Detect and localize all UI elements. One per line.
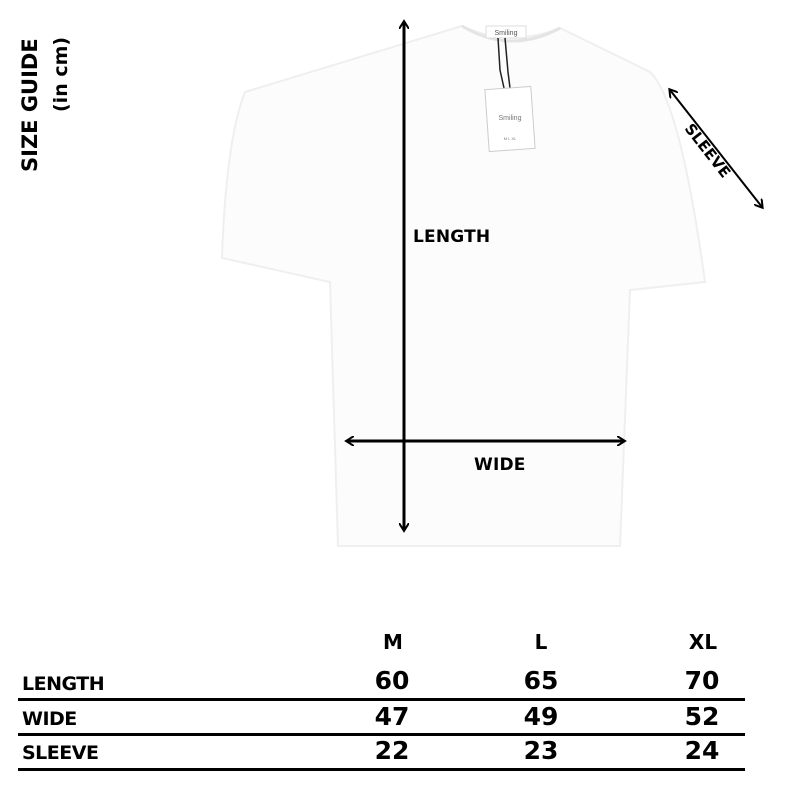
column-header-m: M [383, 630, 403, 654]
cell-sleeve-m: 22 [374, 736, 410, 765]
wide-label: WIDE [474, 455, 526, 475]
row-divider [18, 733, 745, 736]
neck-label [485, 25, 527, 39]
svg-text:Smiling: Smiling [499, 115, 522, 122]
cell-sleeve-xl: 24 [684, 736, 720, 765]
column-header-l: L [534, 630, 548, 654]
collar [461, 24, 561, 43]
cell-wide-m: 47 [374, 702, 410, 731]
row-divider [18, 698, 745, 701]
cell-wide-l: 49 [523, 702, 559, 731]
cell-sleeve-l: 23 [523, 736, 559, 765]
cell-length-m: 60 [374, 666, 410, 695]
cell-length-l: 65 [523, 666, 559, 695]
tshirt-diagram: Smiling Smiling M L XL [220, 0, 800, 547]
tshirt-shape [220, 24, 707, 547]
cell-length-xl: 70 [684, 666, 720, 695]
cell-wide-xl: 52 [684, 702, 720, 731]
row-divider [18, 768, 745, 771]
hang-tag-string [497, 37, 511, 89]
column-header-xl: XL [688, 630, 718, 654]
row-label-length: LENGTH [22, 673, 105, 695]
length-label: LENGTH [413, 227, 491, 247]
sleeve-arrow [670, 90, 762, 207]
svg-text:M L XL: M L XL [504, 136, 517, 141]
row-label-wide: WIDE [22, 708, 77, 730]
brand-logo: Smiling [495, 30, 518, 37]
hang-tag [484, 85, 536, 153]
row-label-sleeve: SLEEVE [22, 742, 99, 764]
